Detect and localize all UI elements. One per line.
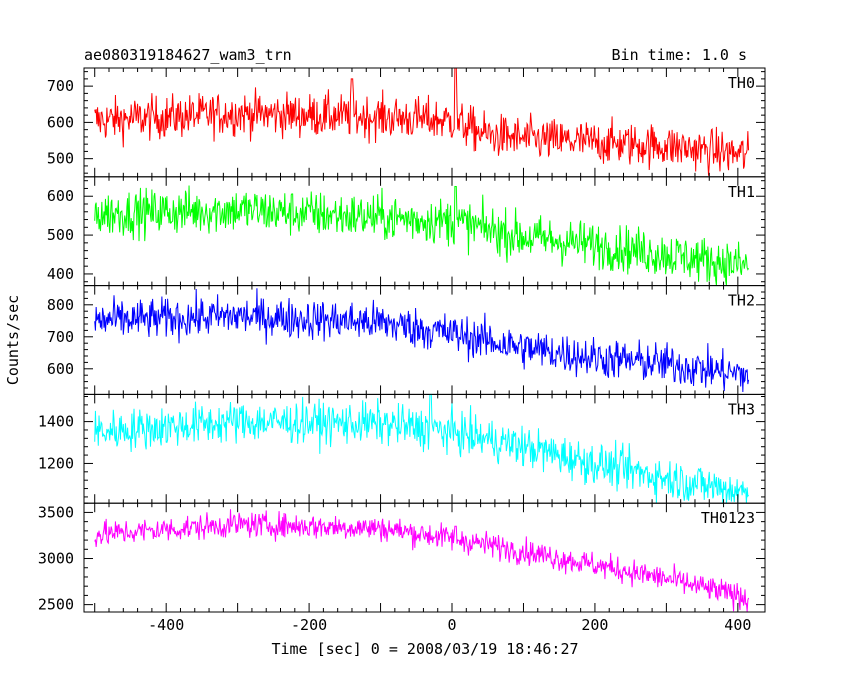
series-line-th0123 [94, 509, 750, 612]
y-tick-label: 600 [47, 113, 74, 131]
panel-th0: 500 600 700 TH0 [47, 67, 766, 178]
x-tick-label: 0 [447, 616, 456, 634]
panels-group: 500 600 700 TH0 400 500 600 TH1 600 700 800 TH2 1200… [38, 67, 766, 614]
y-tick-label: 1200 [38, 454, 74, 472]
y-tick-label: 600 [47, 360, 74, 378]
y-tick-label: 500 [47, 226, 74, 244]
panel-th1: 400 500 600 TH1 [47, 176, 766, 287]
panel-frame [83, 502, 766, 613]
series-line-th3 [94, 393, 749, 504]
y-tick-label: 400 [47, 265, 74, 283]
x-tick-label: -200 [291, 616, 327, 634]
y-tick-label: 500 [47, 150, 74, 168]
panel-th3: 1200 1400 TH3 [38, 393, 766, 504]
panel-label-th1: TH1 [728, 183, 755, 201]
series-line-th2 [94, 288, 750, 392]
x-tick-label: -400 [148, 616, 184, 634]
y-axis-label: Counts/sec [4, 295, 22, 385]
y-tick-label: 700 [47, 77, 74, 95]
y-tick-label: 700 [47, 328, 74, 346]
y-tick-label: 800 [47, 296, 74, 314]
bin-time-label: Bin time: 1.0 s [612, 46, 747, 64]
series-line-th0 [94, 67, 750, 176]
x-tick-label: 200 [581, 616, 608, 634]
y-tick-label: 1400 [38, 413, 74, 431]
y-tick-label: 2500 [38, 596, 74, 614]
x-axis-label: Time [sec] 0 = 2008/03/19 18:46:27 [271, 640, 578, 658]
series-line-th1 [94, 185, 749, 286]
panel-th0123: 2500 3000 3500 TH0123 [38, 502, 766, 614]
panel-label-th3: TH3 [728, 400, 755, 418]
x-tick-label: 400 [724, 616, 751, 634]
panel-label-th0: TH0 [728, 74, 755, 92]
y-tick-label: 3000 [38, 550, 74, 568]
panel-frame [83, 393, 766, 504]
panel-label-th2: TH2 [728, 292, 755, 310]
panel-label-th0123: TH0123 [701, 509, 755, 527]
chart-title: ae080319184627_wam3_trn [84, 46, 292, 64]
x-axis: -400 -200 0 200 400 [148, 616, 751, 634]
y-tick-label: 3500 [38, 503, 74, 521]
y-tick-label: 600 [47, 187, 74, 205]
panel-th2: 600 700 800 TH2 [47, 285, 766, 395]
